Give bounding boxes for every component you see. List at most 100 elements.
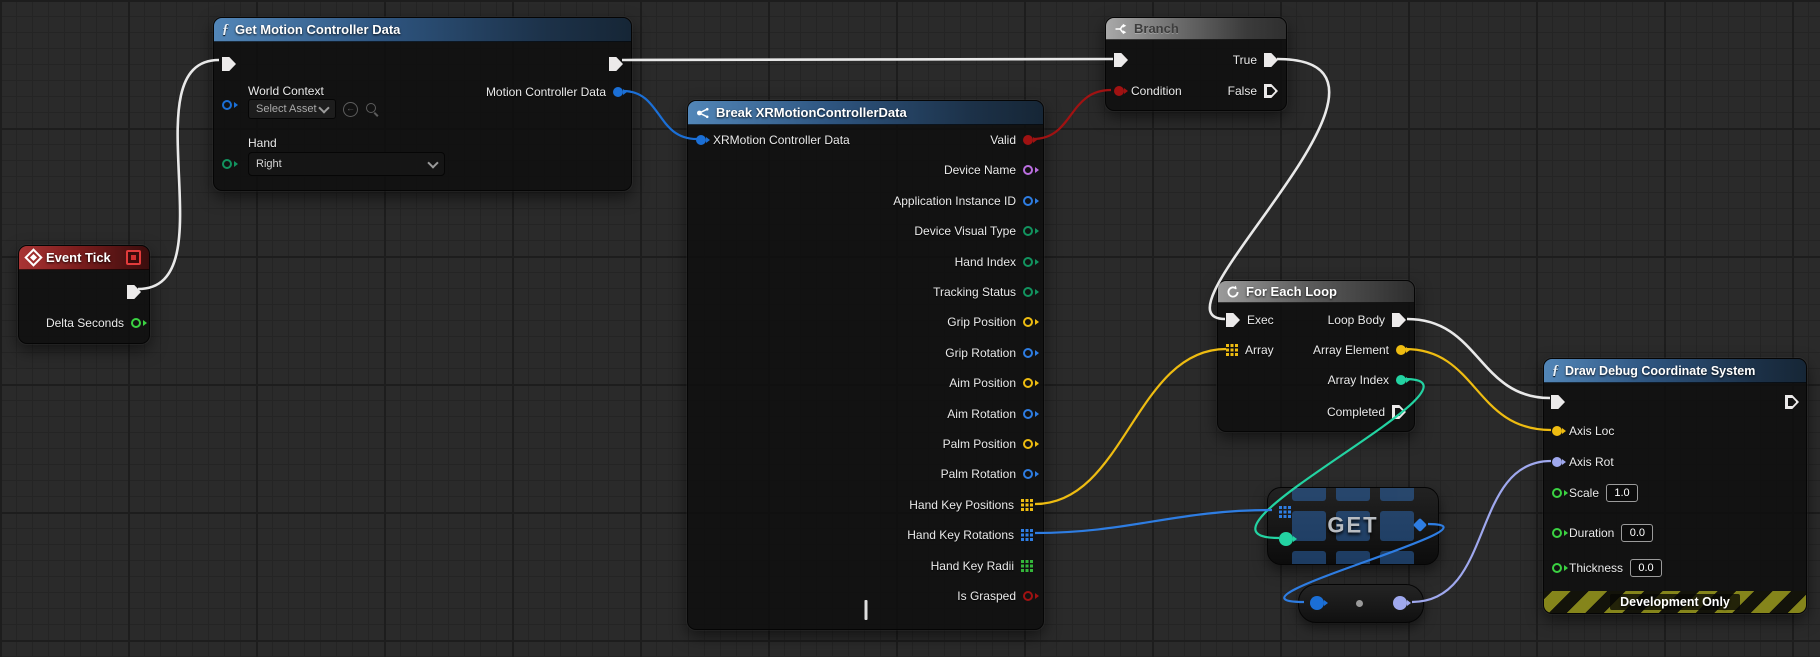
break-output-pin-hand-key-radii[interactable] [1021,559,1033,572]
world-context-widgets: Select Asset ← [248,99,380,119]
break-output-pin-hand-index[interactable] [1023,256,1039,267]
wire-bool-valid-condition[interactable] [1032,88,1112,141]
scale-pin[interactable] [1552,488,1568,498]
select-asset-text: Select Asset [256,103,317,115]
node-quat-to-rotator[interactable] [1298,584,1424,623]
node-header: Break XRMotionControllerData [688,101,1043,125]
development-only-label: Development Only [1610,594,1740,610]
wire-exec-getmcd-branch[interactable] [621,57,1114,62]
break-output-pin-application-instance-id[interactable] [1023,195,1039,206]
world-context-pin[interactable] [222,100,238,110]
array-input-pin[interactable] [1226,344,1238,356]
break-output-pin-grip-rotation[interactable] [1023,347,1039,358]
node-draw-debug-coordinate-system[interactable]: ƒ Draw Debug Coordinate System Axis Loc … [1543,358,1807,614]
browse-asset-icon[interactable] [365,102,380,117]
world-context-label: World Context [248,84,324,98]
mcd-output-row: Motion Controller Data [485,82,627,102]
break-output-pin-tracking-status[interactable] [1023,287,1039,297]
wire-exec-eventtick-getmcd[interactable] [137,58,220,291]
node-event-tick[interactable]: Event Tick Delta Seconds [18,245,150,344]
loop-body-exec-pin[interactable] [1392,313,1406,327]
true-exec-pin[interactable] [1264,53,1278,67]
pin-label: Device Name [943,163,1016,178]
pin-label: Motion Controller Data [485,85,606,99]
pin-label: False [1227,84,1257,98]
exec-out-pin[interactable] [609,57,623,71]
node-break-xrmotioncontrollerdata[interactable]: Break XRMotionControllerData XRMotion Co… [687,100,1044,630]
collapse-node-button[interactable] [864,600,867,621]
pin-label: Grip Rotation [945,345,1016,360]
wire-array-handkeyrotations-get[interactable] [1034,508,1273,535]
break-output-row: Valid [990,127,1037,153]
exec-out-row [1785,392,1799,412]
select-asset-dropdown[interactable]: Select Asset [248,99,336,119]
node-array-get[interactable]: GET [1267,487,1439,565]
thickness-value-input[interactable]: 0.0 [1630,559,1663,577]
pin-label: Hand Key Radii [930,558,1014,573]
wire-data-mcd-break[interactable] [622,89,698,141]
exec-in-pin[interactable] [1114,53,1128,67]
array-row: Array [1226,340,1274,360]
thickness-row: Thickness 0.0 [1552,558,1663,578]
break-output-pin-device-visual-type[interactable] [1023,226,1039,237]
convert-output-pin[interactable] [1393,596,1411,610]
pin-label: Device Visual Type [914,224,1016,239]
scale-value-input[interactable]: 1.0 [1606,484,1639,502]
pin-label: Duration [1569,526,1615,540]
exec-out-pin[interactable] [1785,395,1799,409]
break-output-row: Grip Rotation [945,340,1039,366]
chevron-down-icon [318,101,330,114]
break-input-pin[interactable] [696,135,710,145]
motion-controller-data-pin[interactable] [613,87,627,97]
node-get-motion-controller-data[interactable]: ƒ Get Motion Controller Data World Conte… [213,17,632,191]
break-output-pin-palm-rotation[interactable] [1023,469,1039,480]
node-header: For Each Loop [1218,281,1414,303]
completed-exec-pin[interactable] [1392,405,1406,419]
break-output-pin-device-name[interactable] [1023,165,1039,176]
node-for-each-loop[interactable]: For Each Loop Exec Loop Body Array Array… [1217,280,1415,432]
delta-seconds-pin[interactable] [131,318,147,328]
false-row: False [1228,81,1278,101]
wire-vector-arrayelement-axisloc[interactable] [1404,347,1552,432]
array-index-pin[interactable] [1396,375,1410,385]
function-icon: ƒ [1552,362,1559,378]
array-element-row: Array Element [1313,340,1410,360]
break-output-pin-aim-rotation[interactable] [1023,408,1039,419]
axis-rot-pin[interactable] [1552,457,1566,467]
get-array-input-pin[interactable] [1279,506,1291,518]
get-index-input-pin[interactable] [1279,532,1297,546]
break-output-pin-is-grasped[interactable] [1023,591,1039,601]
break-output-pin-aim-position[interactable] [1023,378,1039,389]
exec-in-pin[interactable] [222,57,236,71]
wire-exec-loopbody-drawdebug[interactable] [1406,317,1551,400]
convert-input-pin[interactable] [1310,596,1328,610]
break-output-pin-grip-position[interactable] [1023,317,1039,328]
condition-pin[interactable] [1114,86,1128,96]
wire-array-handkeypositions-foreach[interactable] [1034,347,1227,506]
duration-value-input[interactable]: 0.0 [1621,524,1654,542]
hand-dropdown[interactable]: Right [248,152,445,176]
hand-label: Hand [248,136,277,150]
axis-loc-pin[interactable] [1552,426,1566,436]
break-output-pin-valid[interactable] [1023,135,1037,145]
node-branch[interactable]: Branch True Condition False [1105,17,1287,111]
exec-in-row [222,54,236,74]
exec-out-row [127,282,141,302]
hand-pin[interactable] [222,159,238,169]
break-output-pin-hand-key-rotations[interactable] [1021,529,1033,541]
exec-in-pin[interactable] [1551,395,1565,409]
exec-out-pin[interactable] [127,285,141,299]
exec-in-pin[interactable] [1226,313,1240,327]
false-exec-pin[interactable] [1264,84,1278,98]
duration-pin[interactable] [1552,528,1568,538]
break-output-row: Device Visual Type [914,218,1039,244]
thickness-pin[interactable] [1552,563,1568,573]
break-output-pin-hand-key-positions[interactable] [1021,498,1033,511]
break-output-pin-palm-position[interactable] [1023,439,1039,449]
node-header: ƒ Draw Debug Coordinate System [1544,359,1806,383]
array-element-pin[interactable] [1396,345,1410,355]
pin-label: True [1232,53,1257,67]
break-output-row: Is Grasped [957,583,1039,609]
use-selected-asset-icon[interactable]: ← [343,101,358,117]
